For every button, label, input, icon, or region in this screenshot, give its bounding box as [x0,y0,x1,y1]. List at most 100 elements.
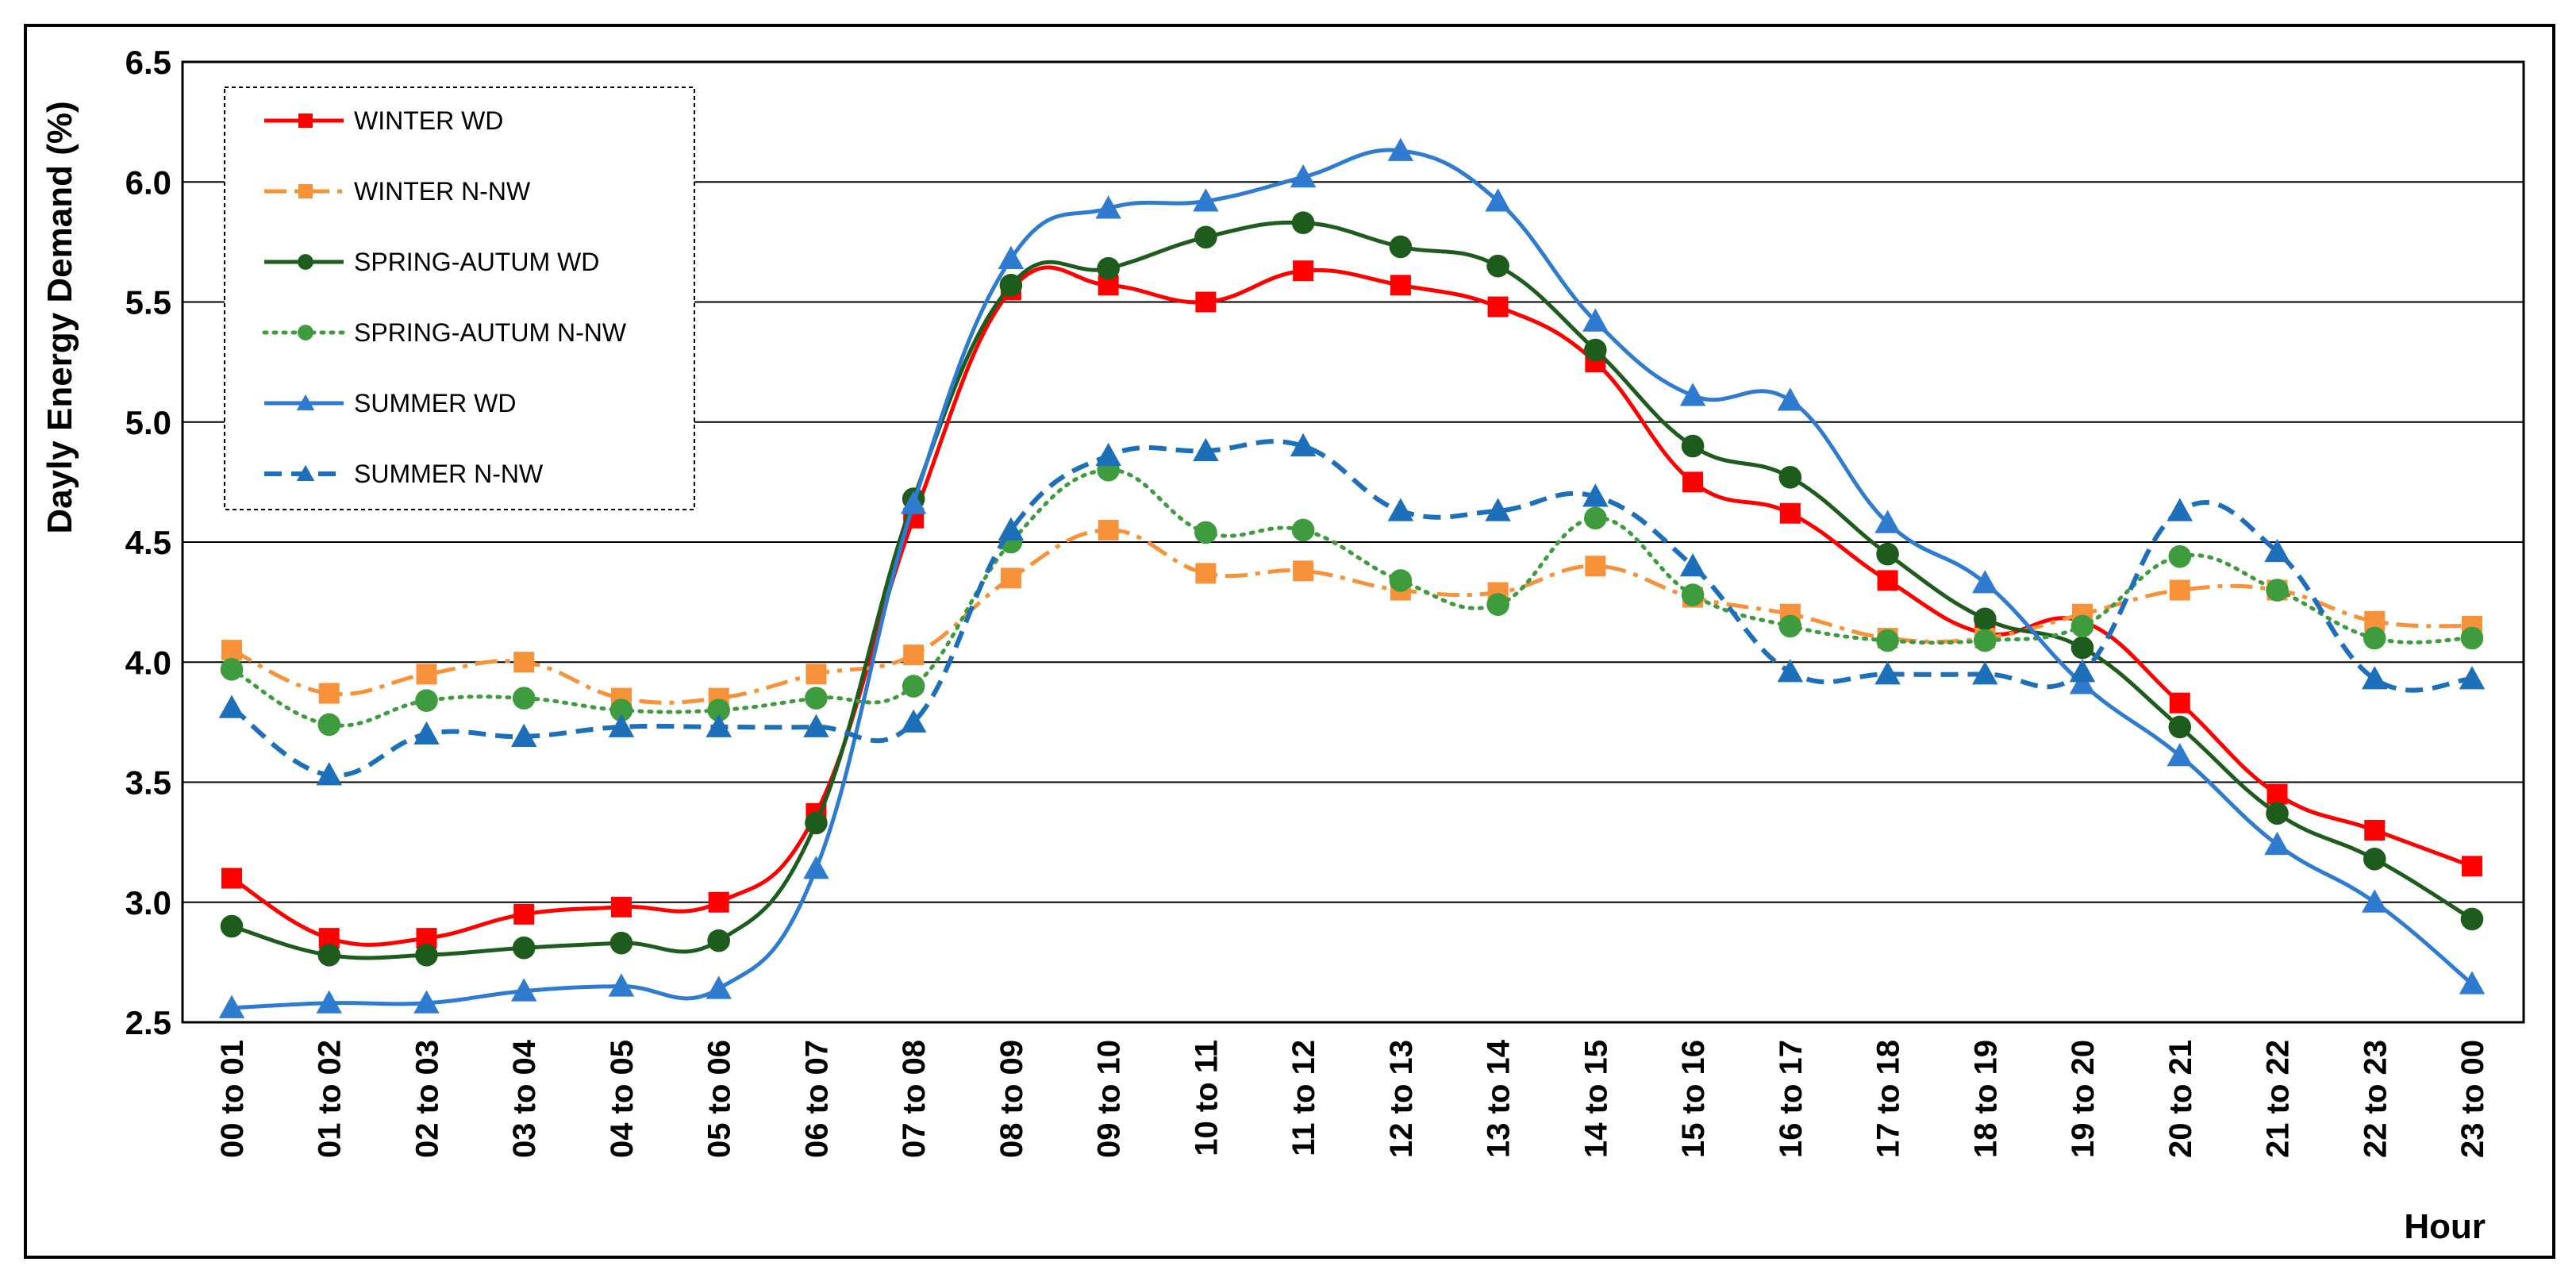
x-tick-label: 04 to 05 [605,1040,640,1158]
x-tick-label: 07 to 08 [897,1040,932,1158]
data-point [1389,235,1413,259]
x-tick-label: 15 to 16 [1676,1040,1711,1158]
data-point [2169,579,2190,601]
data-point [1291,518,1315,542]
x-tick-label: 18 to 19 [1968,1040,2003,1158]
data-point [2462,856,2482,877]
x-tick-label: 14 to 15 [1578,1040,1613,1158]
data-point [1000,567,1021,589]
data-point [1486,254,1509,278]
data-point [803,856,829,879]
x-tick-label: 11 to 12 [1286,1040,1321,1156]
data-point [803,714,829,737]
data-point [2266,802,2289,825]
data-point [221,868,242,889]
legend-label: WINTER N-NW [354,177,531,206]
x-tick-label: 20 to 21 [2163,1040,2198,1158]
data-point [1876,542,1899,566]
data-point [1194,225,1217,249]
data-point [1584,338,1607,362]
legend-label: SPRING-AUTUM WD [354,248,599,276]
data-point [2167,498,2193,521]
data-point [415,689,438,712]
data-point [900,709,927,733]
legend-swatch-marker [298,325,313,340]
data-point [900,491,927,514]
data-point [1778,466,1802,489]
series-summer-n-nw [218,433,2486,786]
data-point [902,675,925,698]
data-point [1974,629,1997,652]
data-point [998,517,1025,541]
data-point [1974,607,1997,631]
legend-label: SPRING-AUTUM N-NW [354,318,627,347]
data-point [2460,626,2484,650]
data-point [510,978,537,1002]
series-line [230,439,2473,779]
y-axis-ticks: 2.5 3.0 3.5 4.0 4.5 5.0 5.5 6.0 6.5 [125,44,171,1041]
data-point [512,936,536,960]
data-point [2264,538,2290,563]
data-point [2459,971,2486,995]
data-point [1679,383,1706,406]
data-point [1681,583,1705,606]
data-point [2460,907,2484,931]
data-point [2168,544,2192,568]
x-tick-label: 23 to 00 [2455,1040,2490,1158]
data-point [2363,626,2386,650]
series-summer-wd [218,137,2486,1018]
data-point [1582,483,1609,507]
data-point [2363,848,2386,871]
data-point [317,944,341,967]
data-point [706,975,732,999]
data-point [707,929,730,952]
x-tick-label: 16 to 17 [1774,1040,1809,1158]
data-point [316,990,342,1014]
y-axis-title: Dayly Energy Demand (%) [40,101,79,533]
data-point [1195,563,1217,584]
data-point [416,664,437,685]
data-point [2070,614,2094,638]
y-tick-label: 5.5 [125,284,171,321]
legend-swatch-marker [298,184,313,198]
data-point [608,714,635,737]
data-point [2459,666,2486,690]
data-point [2168,715,2192,739]
data-point [1972,570,1998,594]
x-tick-label: 02 to 03 [409,1040,444,1158]
data-point [1291,211,1315,234]
data-point [513,652,535,673]
data-point [2266,579,2289,602]
data-point [1195,291,1217,313]
data-point [609,931,633,955]
data-point [805,687,828,710]
legend-swatch-marker [298,113,313,128]
data-point [1387,137,1414,161]
data-point [610,896,632,918]
data-point [1874,661,1901,685]
data-point [708,891,729,913]
data-point [608,973,635,997]
series-spring-autum-n-nw [220,458,2484,737]
data-point [1777,387,1804,411]
data-point [413,721,440,744]
data-point [1777,659,1804,683]
legend-swatch-marker [296,464,315,481]
data-point [998,245,1025,270]
data-point [1194,521,1217,544]
data-point [2362,666,2388,690]
legend-swatch-marker [296,394,315,410]
data-point [706,714,732,737]
data-point [1095,195,1121,219]
data-point [1193,437,1219,462]
data-point [1486,593,1509,616]
data-point [1585,556,1606,577]
x-axis-title: Hour [2404,1207,2486,1246]
y-tick-label: 5.0 [125,404,171,441]
data-point [2169,692,2190,714]
data-point [1485,498,1511,521]
x-axis-ticks: 00 to 01 01 to 02 02 to 03 03 to 04 04 to 05… [215,1039,2490,1158]
data-point [1290,164,1317,188]
